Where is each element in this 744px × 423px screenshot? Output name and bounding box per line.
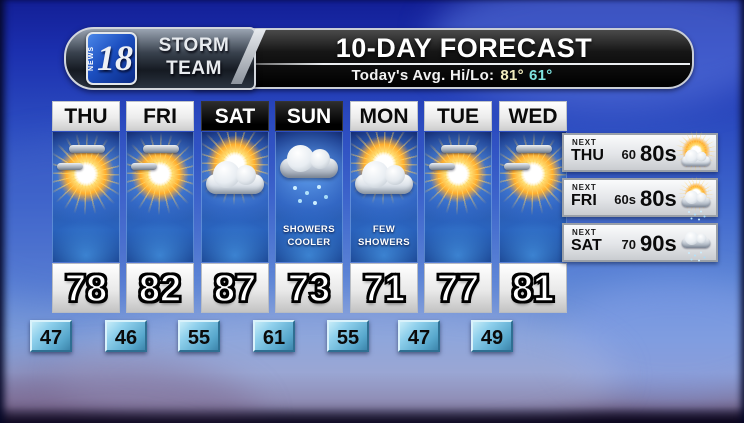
forecast-column-fri: FRI 82 xyxy=(126,101,194,313)
cloud-icon xyxy=(681,190,711,207)
sun-icon xyxy=(429,145,487,203)
cloud-icon xyxy=(206,161,264,194)
forecast-column-thu: THU 78 xyxy=(52,101,120,313)
station-logo: NEWS 18 STORM TEAM xyxy=(64,27,256,90)
cloud-icon xyxy=(681,231,711,248)
rain-drops-icon xyxy=(293,186,297,190)
cloud-wisp-icon xyxy=(57,163,83,170)
cloud-wisp-icon xyxy=(429,163,455,170)
extended-row-next-thu: NEXT THU 60 80s xyxy=(562,133,718,172)
day-label: TUE xyxy=(424,101,492,131)
cloud-wisp-icon xyxy=(143,145,179,153)
rain-drops-icon xyxy=(688,252,690,254)
cloud-icon xyxy=(681,149,711,166)
day-label: FRI xyxy=(126,101,194,131)
weather-icon xyxy=(680,135,712,187)
forecast-column-wed: WED 81 xyxy=(499,101,567,313)
rain-drops-icon xyxy=(688,211,690,213)
day-icon-panel xyxy=(499,132,567,262)
next-label: NEXT xyxy=(572,183,597,192)
high-temp: 81 xyxy=(499,263,567,313)
extended-high-temp: 80s xyxy=(640,186,677,211)
avg-high-value: 81° xyxy=(500,67,524,84)
background-cloud xyxy=(60,300,620,423)
low-temp: 55 xyxy=(327,320,369,352)
day-icon-panel: FEW SHOWERS xyxy=(350,132,418,262)
forecast-column-tue: TUE 77 xyxy=(424,101,492,313)
cloud-icon xyxy=(280,145,338,178)
high-temp: 78 xyxy=(52,263,120,313)
channel-number: 18 xyxy=(97,38,133,78)
background-cloud xyxy=(0,360,260,423)
cloud-wisp-icon xyxy=(504,163,530,170)
weather-icon xyxy=(352,132,416,236)
cloud-wisp-icon xyxy=(516,145,552,153)
weather-icon xyxy=(128,132,192,236)
day-label: SUN xyxy=(275,101,343,131)
condition-note: SHOWERS COOLER xyxy=(283,224,335,248)
next-label: NEXT xyxy=(572,138,597,147)
day-icon-panel: SHOWERS COOLER xyxy=(275,132,343,262)
high-temp: 73 xyxy=(275,263,343,313)
high-temp: 71 xyxy=(350,263,418,313)
low-temp: 46 xyxy=(105,320,147,352)
day-icon-panel xyxy=(52,132,120,262)
extended-row-next-sat: NEXT SAT 70 90s xyxy=(562,223,718,262)
storm-team-label: STORM TEAM xyxy=(158,35,230,79)
sun-icon xyxy=(504,145,562,203)
next-label: NEXT xyxy=(572,228,597,237)
cloud-wisp-icon xyxy=(441,145,477,153)
weather-icon xyxy=(426,132,490,236)
day-label: MON xyxy=(350,101,418,131)
day-icon-panel xyxy=(126,132,194,262)
extended-day-label: FRI xyxy=(571,192,597,209)
extended-low-temp: 70 xyxy=(621,237,636,252)
sun-icon xyxy=(57,145,115,203)
sun-icon xyxy=(131,145,189,203)
cloud-icon xyxy=(355,161,413,194)
high-temp: 82 xyxy=(126,263,194,313)
day-icon-panel xyxy=(201,132,269,262)
extended-low-temp: 60 xyxy=(621,147,636,162)
weather-icon xyxy=(680,225,712,277)
avg-label: Today's Avg. Hi/Lo: xyxy=(351,67,495,84)
low-temp: 61 xyxy=(253,320,295,352)
extended-day-label: THU xyxy=(571,147,604,164)
avg-hi-lo: Today's Avg. Hi/Lo: 81° 61° xyxy=(252,67,652,84)
weather-icon xyxy=(277,132,341,236)
weather-icon xyxy=(203,132,267,236)
low-temp: 47 xyxy=(398,320,440,352)
extended-high-temp: 90s xyxy=(640,231,677,256)
forecast-header-bar: 10-DAY FORECAST Today's Avg. Hi/Lo: 81° 61… xyxy=(190,28,694,89)
extended-low-temp: 60s xyxy=(614,192,636,207)
channel-18-badge: NEWS 18 xyxy=(86,32,137,85)
high-temp: 77 xyxy=(424,263,492,313)
cloud-wisp-icon xyxy=(69,145,105,153)
cloud-wisp-icon xyxy=(131,163,157,170)
page-title: 10-DAY FORECAST xyxy=(335,33,593,63)
condition-note: FEW SHOWERS xyxy=(358,224,410,248)
low-temp: 55 xyxy=(178,320,220,352)
day-label: THU xyxy=(52,101,120,131)
background-cloud xyxy=(560,280,744,400)
extended-day-label: SAT xyxy=(571,237,602,254)
high-temp: 87 xyxy=(201,263,269,313)
day-label: WED xyxy=(499,101,567,131)
extended-high-temp: 80s xyxy=(640,141,677,166)
day-label: SAT xyxy=(201,101,269,131)
day-icon-panel xyxy=(424,132,492,262)
forecast-column-mon: MON FEW SHOWERS 71 xyxy=(350,101,418,313)
forecast-column-sat: SAT 87 xyxy=(201,101,269,313)
weather-icon xyxy=(680,180,712,232)
header-divider xyxy=(232,63,690,65)
avg-low-value: 61° xyxy=(528,67,553,84)
forecast-column-sun: SUN SHOWERS COOLER 73 xyxy=(275,101,343,313)
weather-icon xyxy=(54,132,118,236)
weather-icon xyxy=(501,132,565,236)
extended-row-next-fri: NEXT FRI 60s 80s xyxy=(562,178,718,217)
low-temp: 49 xyxy=(471,320,513,352)
low-temp: 47 xyxy=(30,320,72,352)
